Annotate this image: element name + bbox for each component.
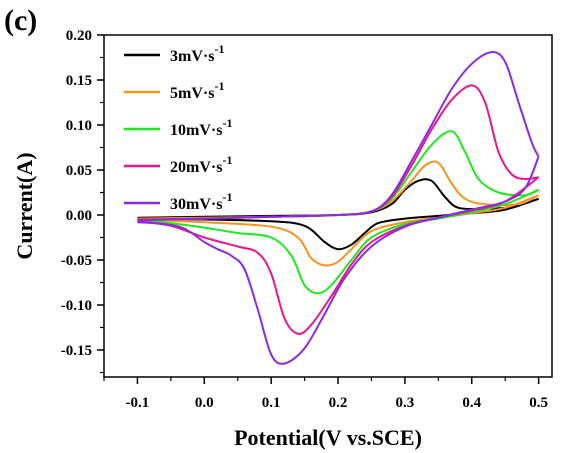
legend-label: 20mV·s-1 [170,153,232,176]
y-tick-label: 0.10 [66,118,92,134]
series-30mv-s-cathodic [137,156,540,365]
y-tick-label: 0.00 [66,208,92,224]
series-30mv-s-anodic [137,51,540,222]
legend-label: 10mV·s-1 [170,116,232,139]
x-tick-label: -0.1 [126,395,150,411]
x-tick-label: 0.2 [329,395,348,411]
panel-label: (c) [4,4,37,37]
y-axis-title: Current(A) [12,152,37,259]
series-layer [137,51,540,365]
x-axis-ticks: -0.1 0.0 0.1 0.2 0.3 0.4 0.5 [103,377,548,411]
legend-label: 3mV·s-1 [170,42,224,65]
legend-label: 5mV·s-1 [170,79,224,102]
y-tick-label: 0.15 [66,73,92,89]
y-tick-label: 0.05 [66,163,92,179]
y-tick-label: 0.20 [66,28,92,44]
x-tick-label: 0.4 [462,395,481,411]
plot-frame [103,34,553,378]
y-tick-label: -0.05 [61,253,92,269]
y-tick-label: -0.15 [61,343,92,359]
x-tick-label: 0.0 [195,395,214,411]
series-10mv-s-cathodic [137,188,540,295]
x-tick-label: 0.1 [262,395,281,411]
x-axis-title: Potential(V vs.SCE) [234,425,422,450]
y-axis-ticks: -0.15 -0.10 -0.05 0.00 0.05 0.10 0.15 0.20 [61,28,104,374]
y-tick-label: -0.10 [61,298,92,314]
x-tick-label: 0.5 [529,395,548,411]
legend-label: 30mV·s-1 [170,190,232,213]
legend: 3mV·s-1 5mV·s-1 10mV·s-1 20mV·s-1 30mV·s-1 [124,42,232,213]
x-tick-label: 0.3 [396,395,415,411]
